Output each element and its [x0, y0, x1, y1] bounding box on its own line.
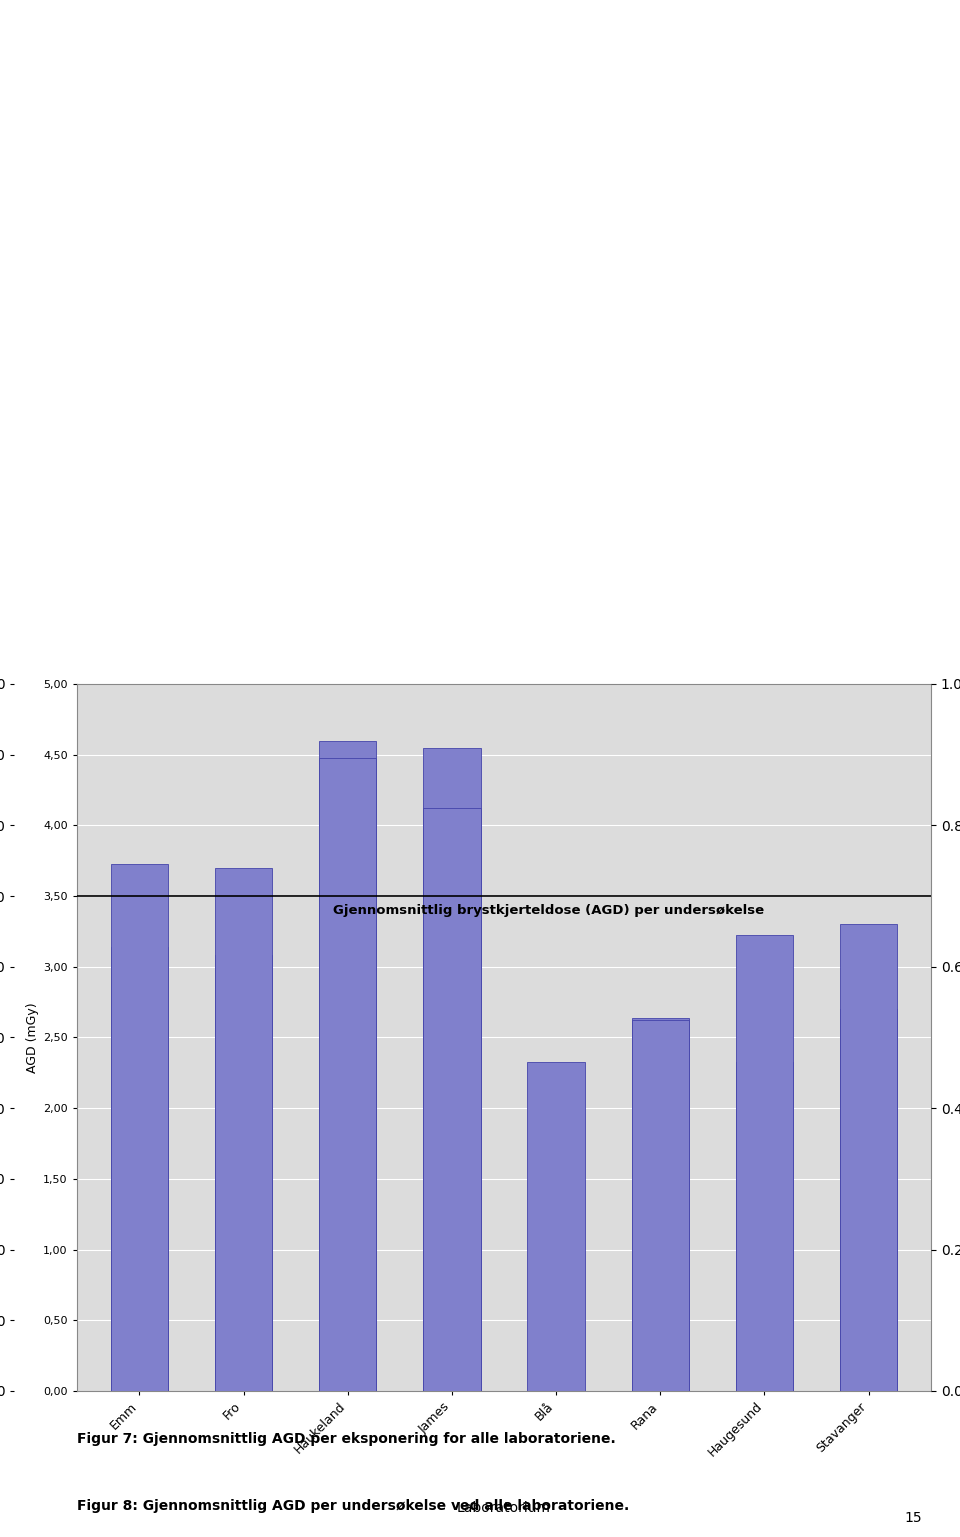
Bar [110, 864, 168, 1391]
Y-axis label: AGD (mGy): AGD (mGy) [26, 1002, 39, 1073]
Text: 15: 15 [904, 1511, 922, 1525]
Bar [423, 747, 481, 1391]
Bar [632, 1017, 689, 1391]
Bar [735, 1062, 793, 1391]
Bar [319, 758, 376, 1391]
Bar [735, 934, 793, 1391]
Text: Figur 7: Gjennomsnittlig AGD per eksponering for alle laboratoriene.: Figur 7: Gjennomsnittlig AGD per ekspone… [77, 1432, 615, 1446]
Bar [215, 868, 273, 1391]
X-axis label: Laboratorium: Laboratorium [457, 1502, 551, 1515]
Bar [215, 956, 273, 1391]
Text: Figur 8: Gjennomsnittlig AGD per undersøkelse ved alle laboratoriene.: Figur 8: Gjennomsnittlig AGD per undersø… [77, 1499, 629, 1512]
Bar [527, 1062, 585, 1391]
Bar [110, 947, 168, 1391]
Bar [632, 1021, 689, 1391]
Bar [840, 1010, 898, 1391]
Bar [319, 741, 376, 1391]
Bar [840, 924, 898, 1391]
Text: Gjennomsnittlig brystkjerteldose (AGD) per undersøkelse: Gjennomsnittlig brystkjerteldose (AGD) p… [333, 904, 764, 916]
Bar [423, 808, 481, 1391]
